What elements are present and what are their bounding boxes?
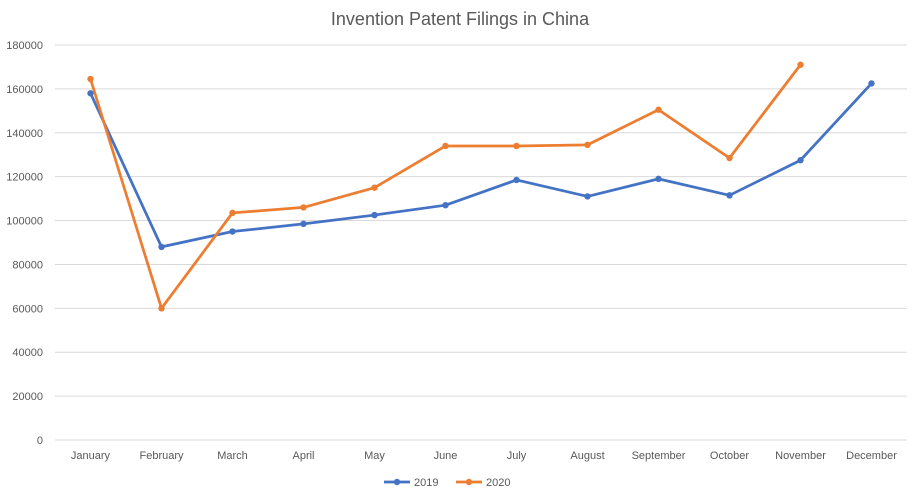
chart-title: Invention Patent Filings in China bbox=[331, 9, 590, 29]
y-tick-label: 40000 bbox=[12, 347, 43, 359]
x-tick-label: March bbox=[217, 450, 248, 462]
data-point bbox=[87, 90, 94, 97]
y-tick-label: 120000 bbox=[6, 172, 43, 184]
x-tick-label: November bbox=[775, 450, 826, 462]
x-tick-label: September bbox=[632, 450, 686, 462]
data-point bbox=[797, 61, 804, 68]
x-tick-label: August bbox=[570, 450, 604, 462]
y-tick-label: 60000 bbox=[12, 303, 43, 315]
data-point bbox=[371, 211, 378, 219]
y-axis: 0 20000 40000 60000 80000 100000 120000 140000 1… bbox=[6, 40, 43, 447]
legend-label: 2020 bbox=[486, 477, 510, 489]
y-tick-label: 0 bbox=[37, 435, 43, 447]
legend-label: 2019 bbox=[414, 477, 438, 489]
x-axis: January February March April May June July Augu… bbox=[71, 450, 897, 462]
data-point bbox=[158, 243, 165, 251]
data-point bbox=[655, 106, 662, 113]
data-point bbox=[584, 141, 591, 149]
x-tick-label: May bbox=[364, 450, 385, 462]
y-tick-label: 160000 bbox=[6, 84, 43, 96]
data-point bbox=[442, 201, 449, 209]
x-tick-label: July bbox=[507, 450, 527, 462]
data-point bbox=[300, 220, 307, 228]
x-tick-label: April bbox=[292, 450, 314, 462]
data-point bbox=[229, 209, 236, 217]
y-tick-label: 180000 bbox=[6, 40, 43, 52]
data-point bbox=[584, 193, 591, 200]
data-point bbox=[513, 142, 520, 150]
data-point bbox=[229, 228, 236, 235]
data-point bbox=[158, 305, 165, 312]
data-point bbox=[371, 184, 378, 191]
gridlines bbox=[55, 44, 907, 441]
data-point bbox=[868, 80, 875, 87]
data-point bbox=[726, 192, 733, 199]
series-group bbox=[87, 61, 875, 312]
x-tick-label: June bbox=[434, 450, 458, 462]
y-tick-label: 140000 bbox=[6, 128, 43, 140]
x-tick-label: February bbox=[139, 450, 184, 462]
data-point bbox=[655, 175, 662, 183]
legend-swatch-marker bbox=[465, 478, 473, 486]
data-point bbox=[300, 204, 307, 211]
data-point bbox=[513, 176, 520, 184]
x-tick-label: January bbox=[71, 450, 111, 462]
data-point bbox=[442, 142, 449, 150]
y-tick-label: 80000 bbox=[12, 259, 43, 271]
series-2019 bbox=[87, 80, 875, 251]
data-point bbox=[726, 154, 733, 162]
y-tick-label: 20000 bbox=[12, 391, 43, 403]
legend-swatch-marker bbox=[393, 478, 401, 486]
data-point bbox=[797, 157, 804, 164]
y-tick-label: 100000 bbox=[6, 216, 43, 228]
legend-item-2020: 2020 bbox=[456, 477, 510, 489]
series-line bbox=[89, 82, 873, 249]
x-tick-label: October bbox=[710, 450, 749, 462]
data-point bbox=[87, 75, 94, 83]
series-2020 bbox=[87, 61, 804, 312]
legend-item-2019: 2019 bbox=[384, 477, 438, 489]
legend: 2019 2020 bbox=[384, 477, 510, 489]
x-tick-label: December bbox=[846, 450, 897, 462]
